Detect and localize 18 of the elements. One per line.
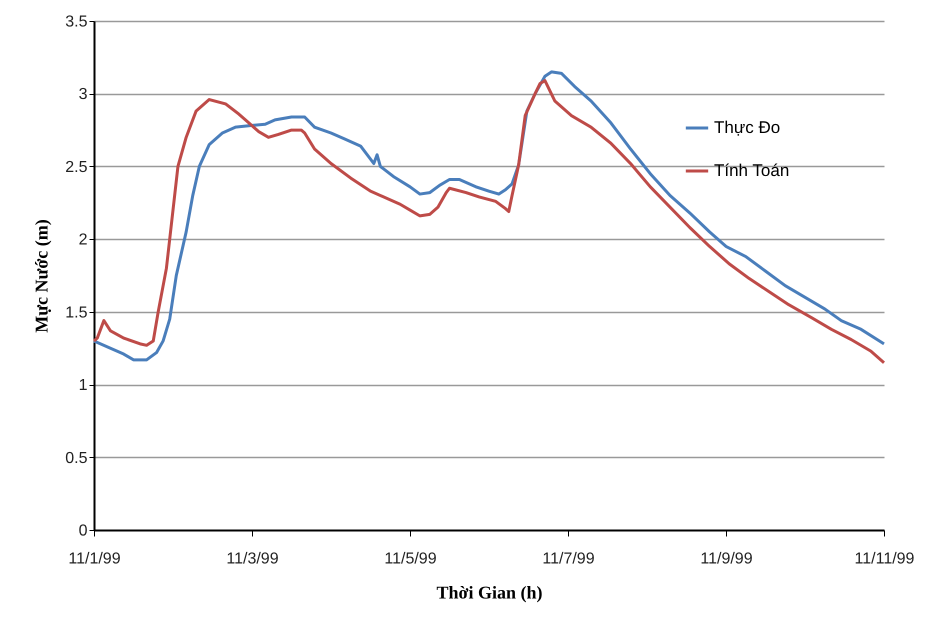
legend-label: Tính Toán bbox=[714, 161, 790, 180]
legend-label: Thực Đo bbox=[714, 118, 780, 137]
y-tick-label: 3.5 bbox=[65, 14, 88, 30]
y-tick-label: 2.5 bbox=[65, 158, 88, 176]
y-axis-title: Mực Nước (m) bbox=[31, 219, 52, 333]
y-tick-label: 1.5 bbox=[65, 304, 88, 322]
x-tick-label: 11/9/99 bbox=[700, 550, 753, 568]
y-tick-label: 2 bbox=[78, 232, 88, 249]
y-tick-label: 3 bbox=[78, 86, 88, 104]
x-tick-label: 11/1/99 bbox=[68, 550, 121, 568]
x-tick-label: 11/3/99 bbox=[226, 550, 279, 568]
y-tick-label: 0.5 bbox=[65, 450, 88, 467]
y-tick-label: 0 bbox=[78, 522, 88, 540]
y-tick-label: 1 bbox=[78, 377, 88, 394]
x-tick-label: 11/11/99 bbox=[854, 550, 915, 568]
x-tick-label: 11/5/99 bbox=[384, 550, 437, 568]
x-tick-label: 11/7/99 bbox=[542, 550, 595, 568]
x-axis-title: Thời Gian (h) bbox=[436, 582, 542, 602]
